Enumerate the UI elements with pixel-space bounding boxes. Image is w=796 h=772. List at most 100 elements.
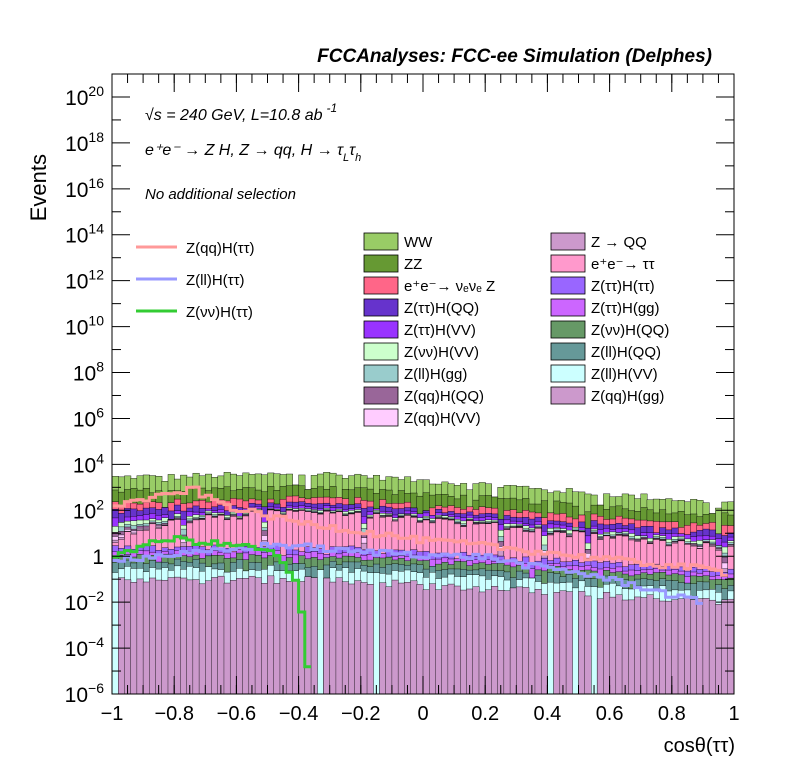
legend-stack-entry: Z(ll)H(gg) [363, 364, 467, 383]
stack-bar [615, 594, 623, 695]
legend-swatch [363, 320, 399, 339]
stack-bar [261, 583, 268, 695]
stack-bar [609, 596, 617, 695]
legend-stack-entry: Z(ττ)H(QQ) [363, 298, 479, 317]
stack-bar [559, 590, 567, 695]
stack-bar [348, 583, 356, 695]
stack-bar [385, 586, 393, 695]
stack-bar [690, 599, 698, 695]
legend-stack-entry: Z(qq)H(gg) [550, 386, 664, 405]
stack-bar [310, 577, 318, 695]
legend-label: ZZ [404, 256, 422, 273]
legend-swatch [550, 276, 586, 295]
stack-bar [142, 581, 150, 695]
stack-bar [404, 582, 412, 695]
y-tick-label: 1 [92, 546, 104, 569]
legend-stack-entry: Z(qq)H(VV) [363, 408, 481, 427]
stack-bar [659, 600, 667, 695]
legend-swatch [550, 232, 586, 251]
stack-bar [155, 579, 163, 695]
legend-stack-entry: e⁺e⁻→ νₑνₑ Z [363, 276, 495, 295]
axes: −1 −0.8 −0.6 −0.4 −0.2 0 0.2 0.4 0.6 0.8 1 10−6 10−4… [65, 74, 740, 725]
y-tick-label: 1010 [65, 313, 104, 340]
legend-line-entry: Z(ll)H(ττ) [136, 272, 245, 289]
stack-bar [429, 583, 436, 695]
legend-label: Z(νν)H(VV) [404, 344, 479, 361]
stack-bar [186, 579, 194, 695]
legend-swatch [550, 320, 586, 339]
process-text: e⁺e⁻ → Z H, Z → qq, H → τ [145, 142, 344, 159]
legend-stack-entry: Z(ll)H(QQ) [550, 342, 661, 361]
stack-bar [466, 588, 474, 695]
stack-bar [285, 581, 293, 695]
y-tick-label: 1012 [65, 267, 104, 294]
stack-bar [677, 598, 685, 695]
legend-label: e⁺e⁻→ νₑνₑ Z [404, 278, 495, 295]
stack-bar [516, 586, 524, 695]
stack-bar [211, 577, 219, 695]
stack-bar [460, 589, 468, 695]
y-tick-label: 1014 [65, 221, 104, 248]
legend-label: Z(ττ)H(gg) [591, 300, 660, 317]
legend-label: Z(qq)H(gg) [591, 388, 664, 405]
stack-bar [727, 598, 735, 695]
stack-bar [360, 582, 368, 695]
stack-bar [435, 589, 443, 695]
x-tick-label: −0.8 [154, 703, 193, 725]
energy-text: √s = 240 GeV, L=10.8 ab [145, 107, 323, 124]
stack-bar [223, 582, 231, 695]
stack-bar [373, 572, 380, 695]
stack-bar [167, 577, 175, 695]
stack-bar [708, 599, 716, 695]
stack-bar [366, 584, 374, 695]
energy-annotation: √s = 240 GeV, L=10.8 ab -1 [145, 101, 337, 124]
legend-label: Z → QQ [591, 234, 647, 251]
stack-bar [652, 598, 660, 695]
stack-bar [198, 583, 206, 695]
stack-bar [341, 581, 349, 695]
stack-bar [335, 577, 343, 695]
stack-bar [130, 582, 138, 695]
y-tick-label: 1020 [65, 83, 104, 110]
y-axis-label: Events [26, 154, 51, 221]
stack-bar [634, 596, 642, 695]
stack-bar [584, 595, 592, 695]
stack-bar [124, 579, 132, 695]
stack-bar [447, 583, 455, 695]
legend-stack-entry: Z → QQ [550, 232, 647, 251]
stack-bar [472, 586, 480, 695]
energy-sup: -1 [327, 101, 338, 115]
stack-bar [248, 575, 256, 695]
stack-bar [640, 597, 648, 695]
y-tick-label: 102 [73, 496, 104, 523]
stack-bar [665, 600, 673, 695]
x-tick-label: 0.6 [596, 703, 624, 725]
legend-stack-entry: Z(ll)H(VV) [550, 364, 658, 383]
selection-annotation: No additional selection [145, 186, 296, 203]
stack-bar [590, 586, 598, 695]
x-tick-label: 0 [417, 703, 428, 725]
legend-swatch [363, 408, 399, 427]
legend-label: Z(ττ)H(VV) [404, 322, 476, 339]
y-tick-label: 10−6 [65, 680, 105, 707]
stack-bar [397, 582, 405, 695]
stack-bar [715, 604, 723, 695]
stack-bar [136, 578, 144, 695]
stack-bar [242, 578, 250, 695]
legend-label: Z(ll)H(QQ) [591, 344, 661, 361]
y-tick-label: 10−2 [65, 588, 105, 615]
y-tick-label: 1018 [65, 129, 104, 156]
stack-bar [696, 598, 704, 695]
y-tick-label: 1016 [65, 175, 104, 202]
legend-stack-entry: WW [363, 232, 433, 251]
legend-label: Z(ll)H(VV) [591, 366, 658, 383]
chart-title: FCCAnalyses: FCC-ee Simulation (Delphes) [317, 46, 712, 67]
stack-bar [441, 585, 449, 695]
legend-swatch [363, 232, 399, 251]
stack-bar [354, 580, 362, 695]
stack-bar [410, 580, 418, 695]
legend-stack-entry: Z(ττ)H(gg) [550, 298, 660, 317]
stack-bar [317, 569, 324, 695]
legend-swatch [363, 386, 399, 405]
stack-bar [628, 599, 635, 695]
